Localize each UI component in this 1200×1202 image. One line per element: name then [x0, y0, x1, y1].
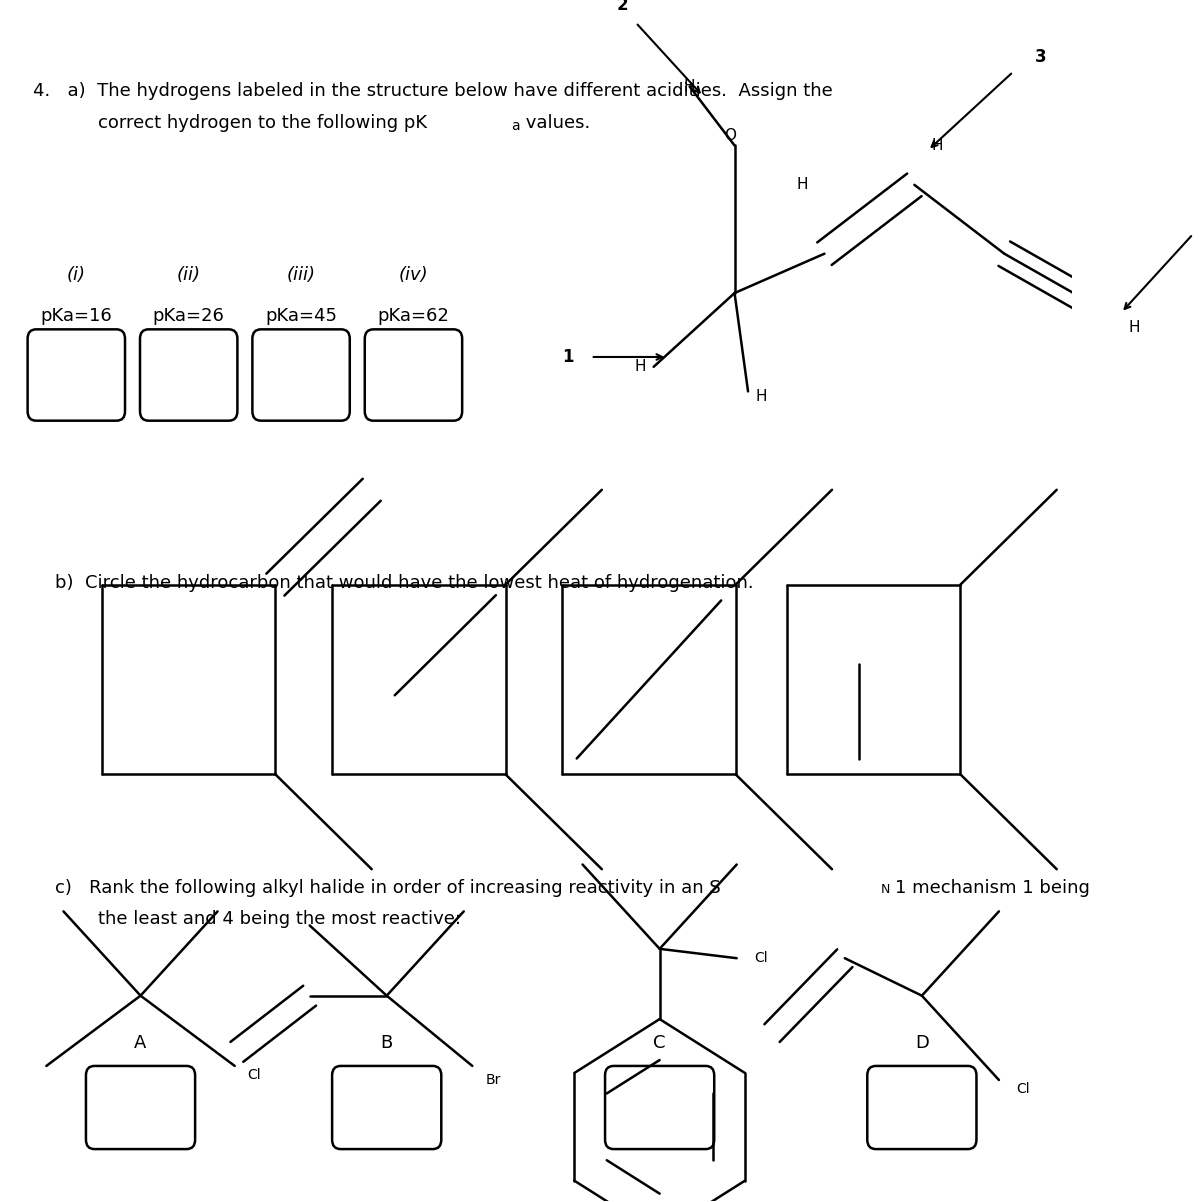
Text: H: H [931, 138, 943, 153]
Text: pKa=45: pKa=45 [265, 308, 337, 326]
Text: H: H [684, 79, 695, 94]
Text: pKa=26: pKa=26 [152, 308, 224, 326]
Text: 2: 2 [617, 0, 628, 14]
Text: A: A [134, 1034, 146, 1052]
Text: (iv): (iv) [398, 267, 428, 285]
FancyBboxPatch shape [28, 329, 125, 421]
Text: H: H [756, 388, 767, 404]
Text: pKa=62: pKa=62 [378, 308, 450, 326]
Text: (i): (i) [67, 267, 86, 285]
Text: H: H [797, 178, 808, 192]
Text: C: C [653, 1034, 666, 1052]
Text: 1: 1 [563, 347, 574, 365]
Text: Cl: Cl [1016, 1082, 1030, 1096]
Text: 1 mechanism 1 being: 1 mechanism 1 being [895, 879, 1090, 897]
Text: values.: values. [521, 114, 590, 132]
Text: N: N [881, 883, 890, 897]
Text: correct hydrogen to the following pK: correct hydrogen to the following pK [97, 114, 427, 132]
Text: the least and 4 being the most reactive:: the least and 4 being the most reactive: [97, 910, 461, 928]
Text: Cl: Cl [754, 951, 768, 965]
Text: 3: 3 [1034, 48, 1046, 66]
Text: H: H [635, 359, 646, 374]
Text: D: D [914, 1034, 929, 1052]
Text: H: H [1129, 320, 1140, 335]
FancyBboxPatch shape [86, 1066, 196, 1149]
Text: 4.   a)  The hydrogens labeled in the structure below have different acidities. : 4. a) The hydrogens labeled in the struc… [34, 82, 833, 100]
Text: Br: Br [485, 1073, 500, 1087]
Text: Cl: Cl [247, 1069, 262, 1082]
Text: a: a [511, 119, 520, 132]
FancyBboxPatch shape [868, 1066, 977, 1149]
Text: O: O [724, 129, 736, 143]
FancyBboxPatch shape [605, 1066, 714, 1149]
FancyBboxPatch shape [365, 329, 462, 421]
Text: B: B [380, 1034, 392, 1052]
FancyBboxPatch shape [140, 329, 238, 421]
Text: (ii): (ii) [176, 267, 200, 285]
Text: b)  Circle the hydrocarbon that would have the lowest heat of hydrogenation.: b) Circle the hydrocarbon that would hav… [55, 575, 754, 593]
Text: c)   Rank the following alkyl halide in order of increasing reactivity in an S: c) Rank the following alkyl halide in or… [55, 879, 721, 897]
FancyBboxPatch shape [332, 1066, 442, 1149]
FancyBboxPatch shape [252, 329, 349, 421]
Text: pKa=16: pKa=16 [41, 308, 112, 326]
Text: (iii): (iii) [287, 267, 316, 285]
